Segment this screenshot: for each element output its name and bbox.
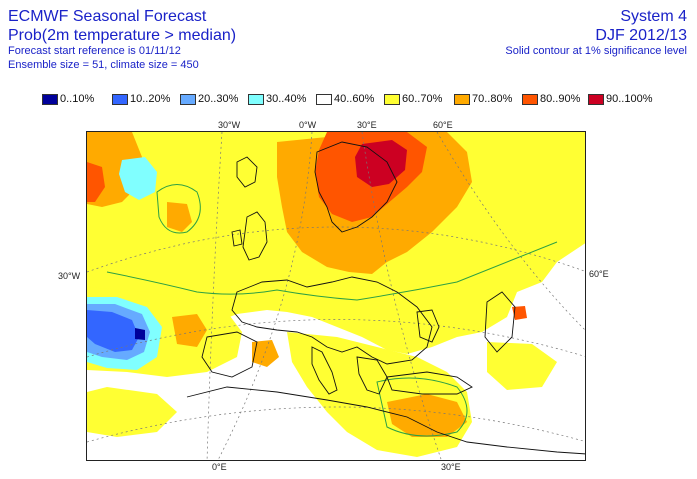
legend-swatch <box>42 93 58 105</box>
legend-item: 60..70% <box>384 93 442 107</box>
legend-item: 80..90% <box>522 93 580 107</box>
legend-item: 90..100% <box>588 93 652 107</box>
meridian-30e <box>361 132 442 460</box>
legend-swatch <box>454 93 470 105</box>
lon-label-right: 60°E <box>589 269 609 279</box>
coast-britain <box>242 211 268 261</box>
start-reference: Forecast start reference is 01/11/12 <box>8 45 181 57</box>
legend-swatch <box>316 93 332 105</box>
shade-patch-east <box>512 306 527 320</box>
coast-greece <box>356 356 388 395</box>
shade-patch-med <box>252 340 279 367</box>
contour-line <box>156 184 201 234</box>
legend-label: 90..100% <box>606 93 653 106</box>
shade-greenland-core <box>87 162 105 202</box>
legend-swatch <box>248 93 264 105</box>
lon-label-top: 60°E <box>433 120 453 130</box>
parallel-45n <box>87 319 585 358</box>
coastlines <box>186 141 585 455</box>
forecast-map <box>86 131 586 461</box>
legend-item: 40..60% <box>316 93 374 107</box>
parallel-30n <box>87 406 585 443</box>
shade-patch-atlantic <box>167 202 192 232</box>
legend-swatch <box>112 93 128 105</box>
legend-item: 10..20% <box>112 93 170 107</box>
meridian-30w <box>206 132 223 460</box>
season-label: DJF 2012/13 <box>595 27 687 44</box>
ensemble-size: Ensemble size = 51, climate size = 450 <box>8 59 199 71</box>
coast-turkey <box>386 371 473 395</box>
shade-east <box>487 342 557 390</box>
coast-north-africa <box>186 386 585 455</box>
legend-swatch <box>588 93 604 105</box>
legend-item: 20..30% <box>180 93 238 107</box>
legend-label: 30..40% <box>266 93 307 106</box>
legend-swatch <box>180 93 196 105</box>
map-canvas <box>87 132 585 460</box>
shade-30-40-north <box>119 157 157 200</box>
lat-label-left: 30°W <box>58 271 81 281</box>
map-title: ECMWF Seasonal Forecast <box>8 8 207 25</box>
significance-contour <box>106 184 558 437</box>
shade-0-10 <box>135 328 145 340</box>
legend-label: 10..20% <box>130 93 171 106</box>
lon-label-top: 30°E <box>357 120 377 130</box>
shade-10-20 <box>87 310 139 352</box>
shade-cool <box>87 157 162 370</box>
legend-label: 0..10% <box>60 93 95 106</box>
coast-scandinavia <box>314 141 398 233</box>
lon-label-top: 0°W <box>299 120 317 130</box>
legend-label: 40..60% <box>334 93 375 106</box>
variable-title: Prob(2m temperature > median) <box>8 27 237 44</box>
legend-label: 60..70% <box>402 93 443 106</box>
legend-swatch <box>384 93 400 105</box>
significance-note: Solid contour at 1% significance level <box>505 45 687 57</box>
legend-label: 70..80% <box>472 93 513 106</box>
system-label: System 4 <box>620 8 687 25</box>
coast-italy <box>311 346 338 395</box>
coast-ireland <box>231 229 243 247</box>
contour-line <box>376 377 468 437</box>
lon-label-bottom: 0°E <box>212 462 227 472</box>
coast-caspian <box>484 291 516 353</box>
coast-black-sea <box>416 309 440 343</box>
legend-label: 20..30% <box>198 93 239 106</box>
coast-iceland <box>236 156 258 188</box>
legend-item: 30..40% <box>248 93 306 107</box>
shade-patch-southwest <box>172 314 207 347</box>
contour-line <box>106 241 558 301</box>
coast-iberia <box>201 331 258 378</box>
legend-item: 70..80% <box>454 93 512 107</box>
legend-swatch <box>522 93 538 105</box>
legend-item: 0..10% <box>42 93 94 107</box>
shade-southwest <box>87 387 177 437</box>
lon-label-top: 30°W <box>218 120 241 130</box>
lon-label-bottom: 30°E <box>441 462 461 472</box>
meridian-60e <box>436 132 585 331</box>
coast-continental-europe <box>231 276 433 365</box>
legend-label: 80..90% <box>540 93 581 106</box>
